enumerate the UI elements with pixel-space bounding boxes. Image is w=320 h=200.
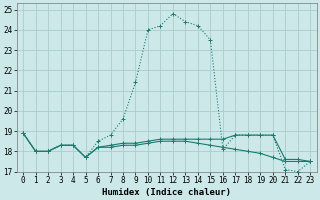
- X-axis label: Humidex (Indice chaleur): Humidex (Indice chaleur): [102, 188, 231, 197]
